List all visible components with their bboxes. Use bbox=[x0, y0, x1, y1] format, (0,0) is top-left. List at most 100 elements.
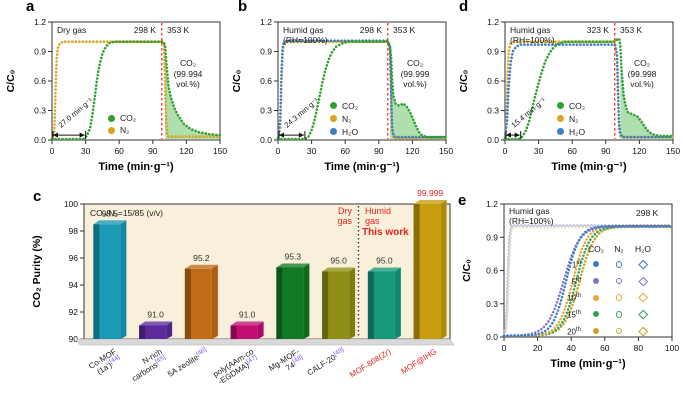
bar-value-label: 95.0 bbox=[330, 256, 347, 266]
cycle-10-label: 10th bbox=[567, 293, 581, 303]
purity-line: (99.999 bbox=[400, 68, 430, 79]
panel-b-legend: CO₂ N₂ H₂O bbox=[330, 99, 358, 138]
bar-category-label: Co-MOF(1a')[44] bbox=[87, 347, 123, 379]
panel-d-purity-label: CO₂ (99.998 vol.%) bbox=[611, 58, 673, 90]
svg-text:1.2: 1.2 bbox=[487, 17, 499, 27]
svg-text:120: 120 bbox=[632, 146, 646, 156]
series-H2O bbox=[503, 43, 675, 140]
bar-value-label: 91.0 bbox=[147, 310, 164, 320]
legend-header-h2o: H₂O bbox=[634, 244, 652, 254]
bar-category-label: N-richcarbons[45] bbox=[126, 347, 169, 383]
svg-text:1.2: 1.2 bbox=[260, 17, 272, 27]
svg-text:C/C₀: C/C₀ bbox=[231, 69, 243, 92]
condition-line: Dry gas bbox=[57, 25, 87, 35]
h2o-diamond-marker-icon bbox=[638, 276, 648, 286]
svg-text:0.6: 0.6 bbox=[260, 76, 272, 86]
panel-d-letter: d bbox=[459, 0, 469, 15]
desorption-fill-area bbox=[165, 44, 220, 139]
svg-text:Time (min·g⁻¹): Time (min·g⁻¹) bbox=[324, 161, 400, 173]
bar-category-label: poly(AAm-co-EGDMA)[47] bbox=[212, 347, 261, 387]
humid-gas-line: gas bbox=[365, 216, 380, 226]
bar-category-label: 5A zeolite[46] bbox=[166, 346, 210, 379]
svg-text:0: 0 bbox=[50, 146, 55, 156]
desorption-fill-area bbox=[390, 51, 446, 139]
svg-text:0.3: 0.3 bbox=[487, 106, 499, 116]
legend-label: CO₂ bbox=[342, 100, 359, 111]
series-CO2 bbox=[50, 40, 222, 141]
svg-text:Time (min·g⁻¹): Time (min·g⁻¹) bbox=[550, 358, 626, 370]
svg-text:0: 0 bbox=[276, 146, 281, 156]
svg-text:40: 40 bbox=[566, 343, 576, 353]
svg-text:92: 92 bbox=[69, 307, 79, 317]
legend-item: N₂ bbox=[330, 112, 358, 125]
panel-a-letter: a bbox=[26, 0, 35, 15]
bar-MOF@IHG: 99.999 MOF@IHG bbox=[399, 188, 447, 376]
panel-d-temp-right: 353 K bbox=[620, 25, 643, 35]
n2-open-marker-icon bbox=[615, 277, 623, 285]
svg-text:0.9: 0.9 bbox=[34, 47, 46, 57]
bar-value-label: 99.999 bbox=[417, 188, 443, 198]
panel-a: 0 30 60 90 120 150 0.0 0.3 0.6 0.9 1.2 Time (min·g⁻… bbox=[2, 0, 228, 186]
legend-label: N₂ bbox=[342, 113, 352, 124]
legend-label: CO₂ bbox=[569, 100, 586, 111]
legend-label: H₂O bbox=[342, 126, 359, 137]
panel-e: 0 20 40 60 80 100 0.0 0.3 0.6 0.9 1.2 Time (min·g⁻¹… bbox=[458, 188, 682, 401]
svg-text:20: 20 bbox=[533, 343, 543, 353]
svg-text:30: 30 bbox=[307, 146, 317, 156]
svg-text:0.0: 0.0 bbox=[486, 332, 498, 342]
desorption-fill-area bbox=[620, 51, 673, 139]
legend-item: H₂O bbox=[330, 125, 358, 138]
condition-line: Humid gas bbox=[509, 206, 550, 216]
panel-e-temp: 298 K bbox=[636, 208, 659, 218]
svg-text:94: 94 bbox=[69, 280, 79, 290]
dry-gas-label: Dry gas bbox=[306, 206, 352, 226]
svg-text:0.9: 0.9 bbox=[487, 47, 499, 57]
svg-text:0.3: 0.3 bbox=[34, 106, 46, 116]
legend-item: N₂ bbox=[557, 112, 585, 125]
svg-text:0.9: 0.9 bbox=[486, 232, 498, 242]
svg-text:0.0: 0.0 bbox=[260, 135, 272, 145]
purity-line: CO₂ bbox=[633, 58, 651, 68]
svg-text:60: 60 bbox=[567, 146, 577, 156]
bar-value-label: 98.5 bbox=[102, 208, 119, 218]
panel-a-temp-right: 353 K bbox=[167, 25, 190, 35]
svg-text:60: 60 bbox=[114, 146, 124, 156]
svg-text:0: 0 bbox=[503, 146, 508, 156]
svg-text:0.6: 0.6 bbox=[34, 76, 46, 86]
n2-open-marker-icon bbox=[615, 327, 623, 335]
svg-text:90: 90 bbox=[69, 334, 79, 344]
purity-line: CO₂ bbox=[406, 58, 424, 68]
svg-text:150: 150 bbox=[213, 146, 227, 156]
svg-text:0.6: 0.6 bbox=[486, 266, 498, 276]
svg-text:150: 150 bbox=[439, 146, 453, 156]
svg-text:1.2: 1.2 bbox=[486, 199, 498, 209]
this-work-label: This work bbox=[362, 227, 409, 238]
svg-text:98: 98 bbox=[69, 226, 79, 236]
svg-text:90: 90 bbox=[148, 146, 158, 156]
n2-open-marker-icon bbox=[615, 294, 623, 301]
h2o-diamond-marker-icon bbox=[638, 259, 648, 269]
panel-e-chart-canvas: 0 20 40 60 80 100 0.0 0.3 0.6 0.9 1.2 Time (min·g⁻¹… bbox=[461, 199, 679, 370]
co2-marker-icon bbox=[330, 102, 337, 109]
h2o-marker-icon bbox=[557, 128, 564, 135]
cycle-curve-1st bbox=[502, 224, 673, 337]
series-CO2 bbox=[276, 40, 448, 141]
bar-value-label: 91.0 bbox=[239, 310, 256, 320]
panel-d-legend: CO₂ N₂ H₂O bbox=[557, 99, 585, 138]
legend-header-co2: CO₂ bbox=[587, 244, 605, 254]
panel-c-letter: c bbox=[33, 188, 42, 205]
svg-text:1.2: 1.2 bbox=[34, 17, 46, 27]
cycle-5-label: 5th bbox=[571, 276, 581, 287]
svg-text:30: 30 bbox=[81, 146, 91, 156]
svg-text:Time (min·g⁻¹): Time (min·g⁻¹) bbox=[98, 161, 174, 173]
svg-text:Time (min·g⁻¹): Time (min·g⁻¹) bbox=[551, 161, 627, 173]
svg-text:0.0: 0.0 bbox=[487, 135, 499, 145]
panel-b-chart-canvas: 0 30 60 90 120 150 0.0 0.3 0.6 0.9 1.2 Time (min·g⁻… bbox=[231, 17, 453, 173]
legend-item: CO₂ bbox=[330, 99, 358, 112]
condition-line: (RH=100%) bbox=[283, 35, 328, 45]
n2-marker-icon bbox=[108, 126, 115, 134]
humid-gas-line: Humid bbox=[365, 206, 392, 216]
svg-text:150: 150 bbox=[666, 146, 680, 156]
panel-b: 0 30 60 90 120 150 0.0 0.3 0.6 0.9 1.2 Time (min·g⁻… bbox=[228, 0, 454, 186]
purity-line: vol.%) bbox=[176, 79, 200, 89]
